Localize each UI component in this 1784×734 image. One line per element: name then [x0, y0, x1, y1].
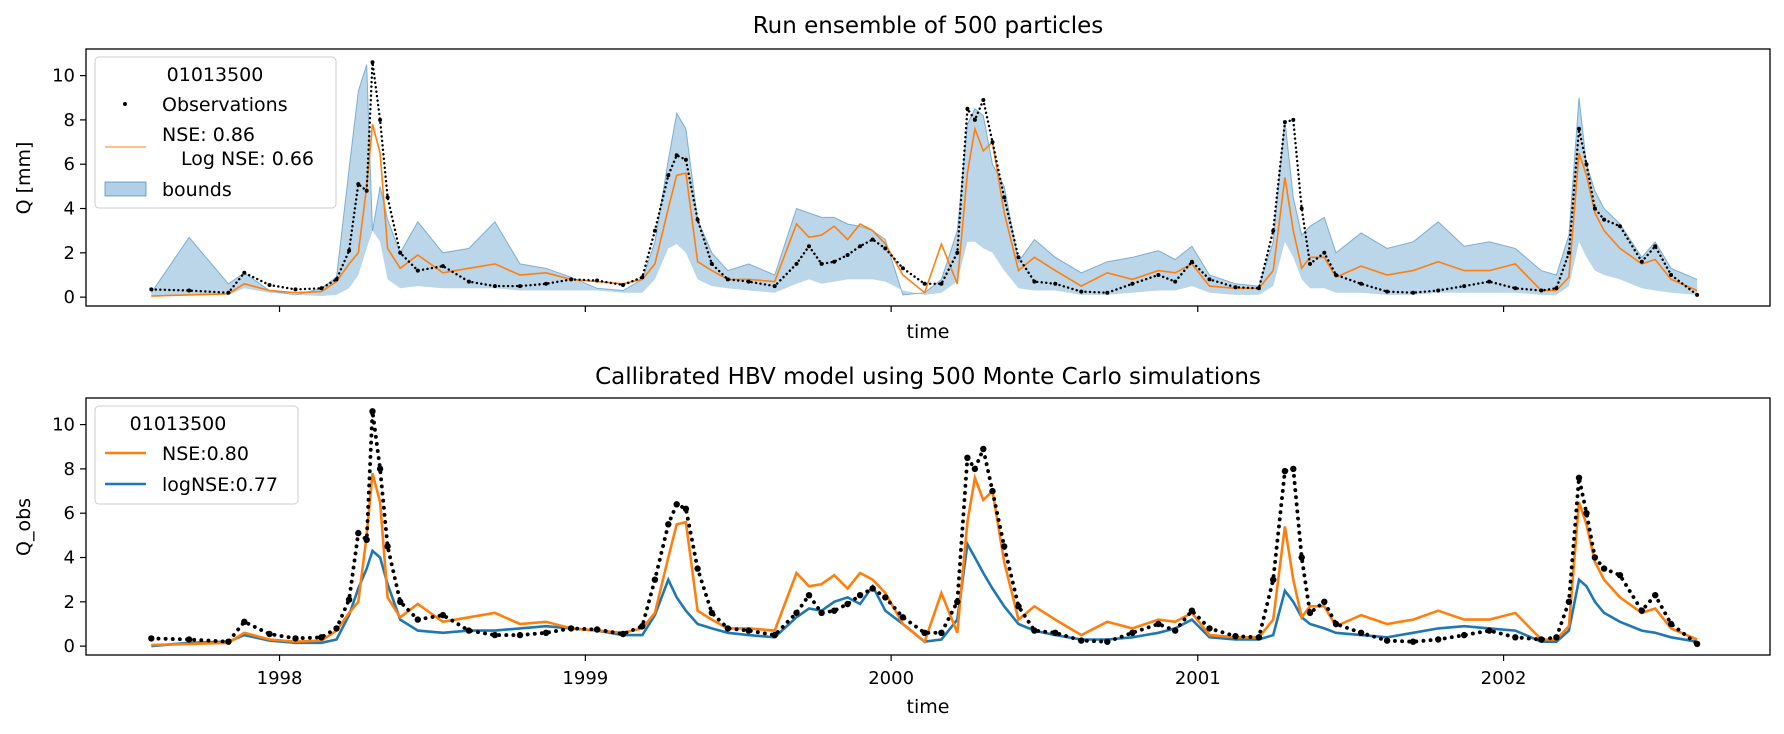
legend-lognse077-label: logNSE:0.77	[162, 474, 278, 496]
calibrated-legend-title: 01013500	[130, 413, 227, 435]
calibrated-observation-point	[376, 465, 384, 473]
bounds-upper-edge	[150, 64, 1698, 296]
legend-observations-label: Observations	[162, 94, 288, 116]
calibrated-observation-point	[1298, 554, 1305, 561]
calibrated-xtick-label: 2000	[868, 668, 914, 689]
ensemble-observation-trace	[150, 62, 1699, 297]
legend-bounds-label: bounds	[162, 179, 232, 201]
calibrated-ytick-label: 10	[52, 415, 75, 436]
calibrated-y-axis-label: Q_obs	[13, 498, 35, 556]
ensemble-plot-frame	[85, 48, 1771, 307]
calibrated-panel-title: Callibrated HBV model using 500 Monte Ca…	[595, 364, 1261, 390]
calibrated-model-series	[151, 472, 1698, 648]
legend-lognse-label: Log NSE: 0.66	[181, 148, 314, 170]
ensemble-legend: 01013500 Observations NSE: 0.86 Log NSE:…	[94, 56, 337, 209]
nse-080-line	[151, 472, 1698, 647]
ensemble-nse-line	[151, 124, 1698, 297]
calibrated-observation-point	[384, 543, 391, 550]
calibrated-xtick-label: 1999	[562, 668, 608, 689]
calibrated-ytick-label: 6	[64, 503, 75, 524]
calibrated-y-axis: 0 2 4 6 8 10	[52, 415, 86, 657]
ensemble-ytick-label: 2	[64, 243, 75, 264]
ensemble-observation-point	[1385, 289, 1390, 294]
calibrated-ytick-label: 4	[64, 548, 75, 569]
ensemble-ytick-label: 8	[64, 110, 75, 131]
calibrated-observation-point	[1409, 638, 1417, 645]
ensemble-x-axis	[278, 306, 1505, 312]
ensemble-nse-series	[151, 124, 1698, 297]
ensemble-ytick-label: 4	[64, 199, 75, 220]
ensemble-ytick-label: 0	[64, 287, 75, 308]
ensemble-observation-point	[1256, 286, 1261, 291]
legend-nse080-label: NSE:0.80	[162, 443, 249, 465]
ensemble-legend-title: 01013500	[167, 64, 264, 86]
ensemble-observation-point	[544, 281, 548, 286]
ensemble-observation-point	[370, 60, 375, 65]
calibrated-xtick-label: 1998	[257, 668, 303, 689]
calibrated-legend: 01013500 NSE:0.80 logNSE:0.77	[94, 405, 299, 505]
observations-series-bottom	[148, 408, 1701, 648]
lognse-077-line	[151, 540, 1698, 648]
calibrated-ytick-label: 2	[64, 592, 75, 613]
calibrated-x-axis: 1998 1999 2000 2001 2002	[257, 655, 1527, 689]
calibrated-legend-box	[94, 405, 299, 505]
calibrated-observation-point	[1270, 576, 1277, 583]
bounds-band	[151, 64, 1698, 298]
ensemble-panel-title: Run ensemble of 500 particles	[753, 13, 1104, 39]
legend-bounds-swatch	[104, 181, 147, 197]
bounds-band-series	[150, 64, 1698, 298]
ensemble-x-axis-label: time	[907, 321, 950, 343]
calibrated-x-axis-label: time	[907, 696, 950, 718]
ensemble-ytick-label: 10	[52, 66, 75, 87]
calibrated-ytick-label: 8	[64, 459, 75, 480]
calibrated-observation-trace	[149, 411, 1700, 646]
legend-observations-marker	[123, 102, 127, 106]
ensemble-legend-box	[94, 56, 337, 209]
ensemble-panel: Run ensemble of 500 particles 0 2 4 6 8 10 ti…	[13, 13, 1771, 343]
calibrated-xtick-label: 2001	[1175, 668, 1221, 689]
observations-series	[149, 60, 1700, 297]
ensemble-y-axis: 0 2 4 6 8 10	[52, 66, 86, 308]
calibrated-panel: Callibrated HBV model using 500 Monte Ca…	[13, 364, 1771, 718]
calibrated-xtick-label: 2002	[1481, 668, 1527, 689]
calibrated-plot-frame	[85, 397, 1771, 656]
legend-nse-label: NSE: 0.86	[162, 124, 255, 146]
ensemble-y-axis-label: Q [mm]	[13, 142, 35, 215]
ensemble-observation-point	[1487, 279, 1492, 284]
ensemble-ytick-label: 6	[64, 154, 75, 175]
calibrated-ytick-label: 0	[64, 636, 75, 657]
